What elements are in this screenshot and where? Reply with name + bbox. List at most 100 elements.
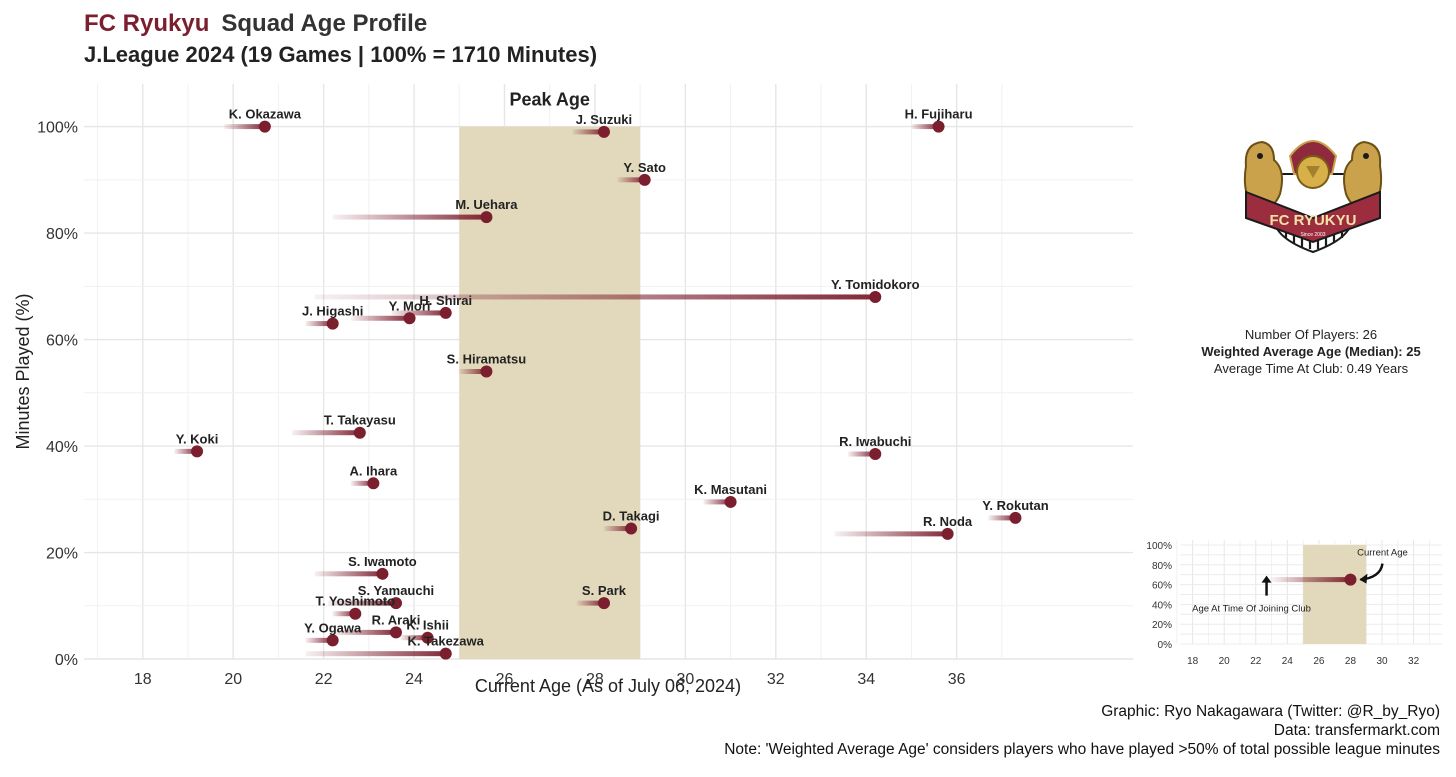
legend-y-tick: 80% [1152, 561, 1172, 572]
legend-x-tick: 22 [1250, 656, 1262, 667]
caption-data: Data: transfermarkt.com [1273, 722, 1440, 739]
player-point [326, 317, 339, 330]
player-point [638, 173, 651, 186]
x-tick-label: 36 [948, 671, 966, 688]
logo-wordmark: FC RYUKYU [1270, 212, 1357, 229]
player-segment [350, 315, 410, 321]
player-segment [617, 177, 645, 183]
y-tick-label: 100% [37, 120, 78, 137]
caption-note: Note: 'Weighted Average Age' considers p… [724, 741, 1440, 758]
stat-weighted-average: Weighted Average Age (Median): 25 [1201, 344, 1421, 359]
player-point [932, 120, 945, 133]
legend-chart: 18 20 22 24 26 28 30 32 0% 20% 40% 60% 80% 100% Curren… [1146, 540, 1442, 667]
player-point [367, 477, 380, 490]
chart-subtitle: J.League 2024 (19 Games | 100% = 1710 Mi… [84, 42, 598, 67]
player-point [480, 365, 493, 378]
player-segment [350, 480, 374, 486]
player-point [349, 607, 362, 620]
player-label: J. Higashi [302, 304, 363, 319]
player-point [869, 290, 882, 303]
x-tick-label: 30 [676, 671, 694, 688]
player-point [326, 634, 339, 647]
legend-current-label: Current Age [1357, 548, 1408, 559]
player-point [869, 448, 882, 461]
player-point [597, 125, 610, 138]
player-segment [576, 600, 604, 606]
player-label: K. Okazawa [229, 107, 302, 122]
player-segment [603, 526, 632, 532]
player-point [1009, 511, 1022, 524]
player-point [439, 306, 452, 319]
player-label: S. Park [582, 583, 627, 598]
player-segment [291, 430, 360, 436]
legend-x-tick: 32 [1408, 656, 1420, 667]
player-label: R. Noda [923, 514, 973, 529]
player-segment [572, 129, 604, 135]
legend-x-tick: 18 [1187, 656, 1199, 667]
player-segment [400, 635, 428, 641]
legend-y-tick: 60% [1152, 581, 1172, 592]
player-label: K. Masutani [694, 482, 767, 497]
player-label: T. Yoshimoto [315, 594, 395, 609]
x-tick-label: 24 [405, 671, 423, 688]
player-label: Y. Ogawa [304, 620, 362, 635]
legend-y-tick: 100% [1146, 541, 1172, 552]
legend-segment [1271, 577, 1351, 583]
legend-x-tick: 30 [1376, 656, 1388, 667]
chart-title: FC Ryukyu Squad Age Profile [84, 10, 427, 38]
player-point [597, 597, 610, 610]
player-segment [332, 629, 396, 635]
player-segment [332, 214, 487, 220]
player-point [421, 631, 434, 644]
player-label: A. Ihara [350, 463, 398, 478]
y-tick-label: 0% [55, 652, 78, 669]
player-segment [314, 571, 383, 577]
y-tick-label: 20% [46, 546, 78, 563]
player-label: Y. Tomidokoro [831, 277, 920, 292]
player-segment [703, 499, 731, 505]
player-label: Y. Koki [176, 431, 219, 446]
peak-age-label: Peak Age [510, 90, 590, 110]
player-point [941, 527, 954, 540]
player-segment [305, 637, 333, 643]
x-axis-title: Current Age (As of July 06, 2024) [475, 676, 741, 696]
player-label: T. Takayasu [324, 413, 396, 428]
x-tick-label: 26 [496, 671, 514, 688]
stat-average-time: Average Time At Club: 0.49 Years [1213, 361, 1409, 376]
legend-x-tick: 26 [1313, 656, 1325, 667]
y-tick-label: 80% [46, 226, 78, 243]
player-point [258, 120, 271, 133]
y-tick-label: 40% [46, 439, 78, 456]
player-label: K. Takezawa [408, 634, 485, 649]
legend-peak-band [1303, 544, 1367, 644]
player-point [480, 211, 493, 224]
player-point [353, 426, 366, 439]
player-segment [391, 310, 446, 316]
y-tick-label: 60% [46, 333, 78, 350]
legend-y-tick: 20% [1152, 620, 1172, 631]
player-segment [305, 321, 333, 327]
legend-current-arrowhead [1359, 573, 1368, 584]
legend-joined-label: Age At Time Of Joining Club [1192, 604, 1311, 615]
player-label: J. Suzuki [576, 112, 632, 127]
x-tick-label: 18 [134, 671, 152, 688]
x-tick-label: 28 [586, 671, 604, 688]
player-segment [328, 600, 396, 606]
player-label: S. Yamauchi [358, 583, 434, 598]
player-label: K. Ishii [406, 618, 449, 633]
player-label: D. Takagi [603, 509, 660, 524]
player-segment [174, 448, 198, 454]
x-tick-label: 20 [224, 671, 242, 688]
y-axis-title: Minutes Played (%) [13, 293, 33, 449]
player-point [389, 597, 402, 610]
player-segment [332, 611, 356, 617]
x-tick-label: 32 [767, 671, 785, 688]
x-tick-label: 22 [315, 671, 333, 688]
player-label: Y. Mori [389, 298, 431, 313]
player-segment [988, 515, 1016, 521]
legend-y-tick: 40% [1152, 600, 1172, 611]
title-rest: Squad Age Profile [221, 10, 428, 37]
fc-ryukyu-logo: FC RYUKYU Since 2003 [1243, 140, 1383, 254]
logo-since: Since 2003 [1300, 232, 1325, 238]
player-point [389, 626, 402, 639]
